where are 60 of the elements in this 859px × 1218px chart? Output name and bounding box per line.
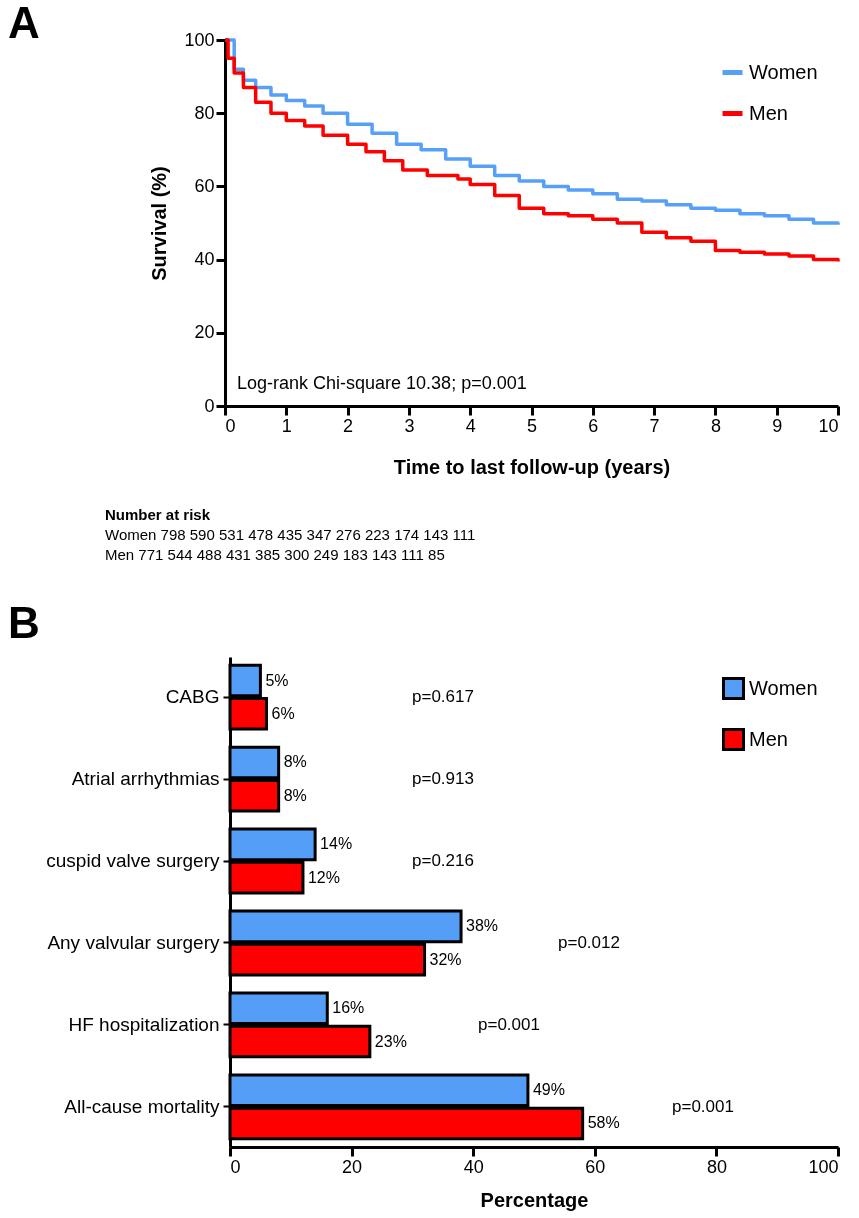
y-axis-title: Survival (%) — [148, 166, 171, 281]
y-tick-label: 0 — [204, 395, 215, 416]
data-label: 5% — [265, 671, 289, 689]
y-tick-label: 60 — [194, 175, 215, 196]
y-tick-label: CABG — [165, 686, 220, 708]
chart-title: B — [8, 598, 40, 647]
x-tick-label: 60 — [585, 1156, 606, 1177]
y-tick-label: All-cause mortality — [64, 1095, 220, 1117]
legend-label: Men — [749, 101, 788, 124]
data-label: 58% — [587, 1114, 620, 1132]
x-tick-label: 9 — [772, 415, 783, 436]
data-label: 23% — [374, 1032, 407, 1050]
data-label: 14% — [320, 835, 353, 853]
x-tick-label: 100 — [808, 1156, 839, 1177]
chart-title: A — [8, 0, 40, 47]
y-tick-label: Any valvular surgery — [47, 931, 220, 953]
data-label: 12% — [307, 868, 340, 886]
data-label: 38% — [466, 917, 499, 935]
annotation: Log-rank Chi-square 10.38; p=0.001 — [237, 373, 527, 393]
x-tick-label: 10 — [818, 415, 839, 436]
data-label: 49% — [532, 1081, 565, 1099]
x-axis-title: Time to last follow-up (years) — [393, 455, 671, 478]
x-tick-label: 8 — [710, 415, 721, 436]
annotation: p=0.001 — [672, 1096, 734, 1116]
legend-label: Men — [749, 727, 788, 750]
x-tick-label: 3 — [404, 415, 415, 436]
y-tick-label: HF hospitalization — [68, 1013, 220, 1035]
x-tick-label: 2 — [343, 415, 354, 436]
data-label: 6% — [271, 704, 295, 722]
annotation: p=0.617 — [412, 687, 474, 707]
y-tick-label: 100 — [184, 29, 215, 50]
data-label: 32% — [429, 950, 462, 968]
text: Men 771 544 488 431 385 300 249 183 143 111 85 — [105, 546, 445, 563]
annotation: p=0.012 — [558, 932, 620, 952]
x-tick-label: 0 — [230, 1156, 241, 1177]
text: Number at risk — [105, 506, 211, 523]
x-tick-label: 4 — [465, 415, 476, 436]
annotation: p=0.216 — [412, 851, 474, 871]
text: Women 798 590 531 478 435 347 276 223 174 143 111 — [105, 526, 476, 543]
annotation: p=0.001 — [478, 1014, 540, 1034]
x-tick-label: 6 — [588, 415, 599, 436]
x-tick-label: 1 — [281, 415, 292, 436]
data-label: 8% — [283, 753, 307, 771]
x-tick-label: 80 — [706, 1156, 727, 1177]
annotation: p=0.913 — [412, 769, 474, 789]
x-tick-label: 7 — [649, 415, 660, 436]
x-tick-label: 20 — [342, 1156, 363, 1177]
legend-label: Women — [749, 60, 818, 83]
y-tick-label: 20 — [194, 322, 215, 343]
y-tick-label: 40 — [194, 249, 215, 270]
y-tick-label: cuspid valve surgery — [46, 850, 220, 872]
y-tick-label: 80 — [194, 102, 215, 123]
x-tick-label: 0 — [225, 415, 236, 436]
x-tick-label: 40 — [463, 1156, 484, 1177]
x-tick-label: 5 — [526, 415, 538, 436]
data-label: 16% — [332, 999, 365, 1017]
x-axis-title: Percentage — [480, 1188, 589, 1211]
y-tick-label: Atrial arrhythmias — [71, 768, 220, 790]
legend-label: Women — [749, 676, 818, 699]
data-label: 8% — [283, 786, 307, 804]
